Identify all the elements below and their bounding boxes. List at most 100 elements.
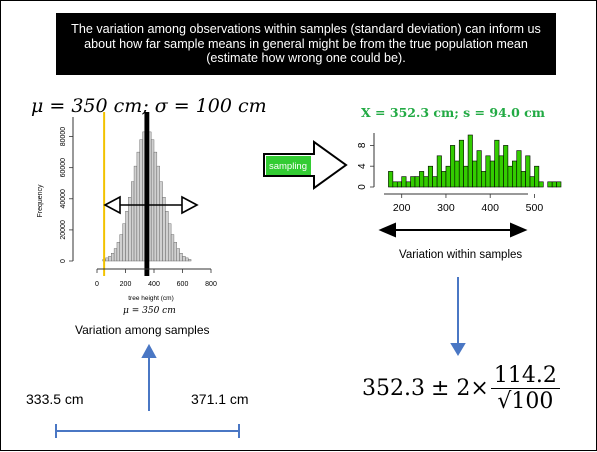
sample-bar [454,160,460,188]
sample-bar [529,176,535,188]
interval-high-label: 371.1 cm [191,391,249,407]
sample-bar [485,155,491,188]
sample-bar [512,160,518,188]
pop-bar [136,151,140,262]
formula-numerator: 114.2 [490,363,560,389]
sample-stats-label: X = 352.3 cm; s = 94.0 cm [361,105,546,120]
population-params-label: μ = 350 cm; σ = 100 cm [31,95,267,117]
sample-bar [392,181,398,188]
sample-bar [414,176,420,188]
population-spread-arrow [103,195,199,215]
within-samples-arrow [378,222,528,238]
pop-bar [159,181,163,262]
pop-ytick-label: 60000 [60,158,67,178]
sample-bar [410,176,416,188]
pop-xlabel: tree height (cm) [128,295,174,302]
pop-bar [150,139,155,262]
pop-ytick-label: 80000 [60,127,67,147]
samp-xtick-label: 400 [481,202,499,214]
pop-bar [125,211,129,262]
up-arrow-head [141,343,157,358]
down-arrow-head [450,343,466,356]
sample-bar [481,171,487,188]
confidence-formula: 352.3 ± 2× 114.2 √100 [362,363,560,414]
sample-bar [516,150,522,188]
pop-bar [105,257,109,262]
pop-bar [108,256,112,262]
pop-bar [165,211,169,262]
pop-bar [116,242,120,262]
sample-bar [525,155,531,188]
pop-bar [168,223,172,262]
sample-bar [396,181,402,188]
formula-mean: 352.3 [362,376,425,401]
samp-ytick-label: 4 [357,163,368,169]
sample-bar [534,165,540,188]
pop-xtick-label: 600 [177,281,189,288]
sample-bar [538,181,544,188]
sample-bar [551,181,557,188]
sample-bar [556,181,562,188]
sample-bar [432,176,438,188]
sample-bar [507,165,513,188]
pop-bar [148,131,152,262]
pop-xtick-label: 0 [95,281,99,288]
pop-bar [139,139,143,262]
sample-bar [401,176,407,188]
pop-xtick-label: 800 [205,281,217,288]
sample-bar [520,171,526,188]
pop-bar [173,242,177,262]
sample-bar [405,181,411,188]
sample-bar [547,181,553,188]
within-samples-caption: Variation within samples [399,249,523,261]
pop-bar [145,128,149,262]
sample-bar [472,160,478,188]
pop-bar [102,259,106,262]
formula-denominator: √100 [497,389,554,414]
pop-bar [133,165,138,262]
among-samples-caption: Variation among samples [75,323,210,337]
sample-bar [498,155,504,188]
sample-bar [467,134,473,188]
pop-bar [156,165,160,262]
pop-bar [111,253,115,262]
pop-bar [130,181,135,262]
pop-bar [176,248,180,262]
interval-low-label: 333.5 cm [26,391,84,407]
formula-fraction: 114.2 √100 [490,363,560,414]
sample-bar [388,171,394,188]
pop-bar [119,234,123,262]
pop-bar [182,256,186,262]
samp-ytick-label: 8 [357,142,368,148]
pop-bar [185,257,189,262]
pop-ytick-label: 20000 [60,220,67,240]
sampling-label: sampling [269,161,307,172]
samp-xtick-label: 300 [437,202,455,214]
sample-bar [489,160,495,188]
pop-xtick-label: 200 [120,281,132,288]
samp-xtick-label: 500 [526,202,544,214]
sample-bar [463,165,469,188]
formula-pm: ± 2× [430,376,489,401]
pop-ytick-label: 40000 [60,189,67,209]
samp-xtick-label: 200 [393,202,411,214]
pop-bar [122,223,126,262]
pop-ytick-label: 0 [60,259,67,263]
sample-bar [450,145,456,188]
pop-ylabel: Frequency [37,184,44,218]
mu-label: μ = 350 cm [123,306,176,316]
samp-ytick-label: 0 [357,184,368,190]
pop-bar [142,131,146,262]
sample-bar [445,165,451,188]
sample-bar [476,150,482,188]
title-banner: The variation among observations within … [56,13,556,75]
pop-bar [153,151,158,262]
pop-bar [128,197,132,262]
sample-bar [441,171,447,188]
sample-bar [419,171,425,188]
sample-bar [427,165,433,188]
pop-bar [179,253,183,262]
pop-bar [113,248,118,262]
sample-bar [458,139,464,188]
